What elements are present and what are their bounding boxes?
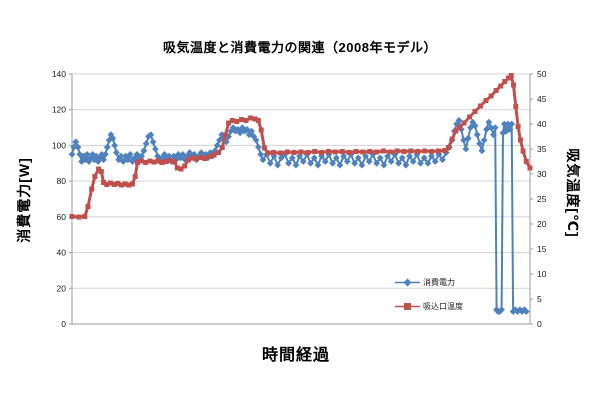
y-right-tick-label: 45 — [537, 94, 547, 104]
legend-label-power: 消費電力 — [423, 278, 455, 287]
y-right-tick-label: 15 — [537, 244, 547, 254]
y-left-tick-label: 120 — [52, 105, 66, 115]
y-right-tick-label: 30 — [537, 169, 547, 179]
y-right-tick-label: 50 — [537, 69, 547, 79]
y-left-tick-label: 80 — [57, 176, 67, 186]
legend: 消費電力 吸込口温度 — [394, 277, 463, 325]
y-left-tick-label: 20 — [57, 283, 67, 293]
legend-item-power: 消費電力 — [394, 277, 463, 288]
y-right-tick-label: 5 — [537, 294, 542, 304]
legend-item-temperature: 吸込口温度 — [394, 301, 463, 312]
y-right-tick-label: 40 — [537, 119, 547, 129]
y-right-tick-label: 35 — [537, 144, 547, 154]
y-left-tick-label: 60 — [57, 212, 67, 222]
legend-symbol-temperature-line-square-icon — [395, 303, 420, 310]
y-right-tick-label: 10 — [537, 269, 547, 279]
legend-symbol-power-line-diamond-icon — [395, 278, 420, 287]
y-axis-title-left: 消費電力[W] — [16, 157, 32, 243]
y-left-tick-label: 0 — [61, 319, 66, 329]
x-axis-title: 時間経過 — [261, 347, 330, 364]
legend-label-temperature: 吸込口温度 — [423, 302, 463, 311]
chart-title: 吸気温度と消費電力の関連（2008年モデル） — [163, 40, 437, 55]
y-right-tick-label: 20 — [537, 219, 547, 229]
y-left-tick-label: 100 — [52, 140, 66, 150]
series-line-1 — [70, 74, 532, 219]
y-left-tick-label: 140 — [52, 69, 66, 79]
series-markers-1 — [69, 73, 533, 220]
y-right-tick-label: 25 — [537, 194, 547, 204]
y-left-tick-label: 40 — [57, 248, 67, 258]
y-axis-title-right: 吸気温度[℃] — [565, 148, 581, 238]
y-right-tick-label: 0 — [537, 319, 542, 329]
series-markers-0 — [68, 117, 530, 315]
